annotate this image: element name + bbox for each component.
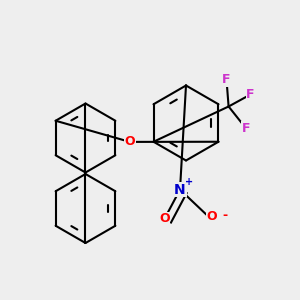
Text: N: N [174,183,186,196]
Text: F: F [242,122,250,135]
Text: F: F [246,88,255,101]
Text: F: F [222,73,231,86]
Text: O: O [159,212,170,226]
Text: +: + [185,177,193,187]
Text: -: - [222,208,228,222]
Text: O: O [124,135,135,148]
Text: O: O [206,210,217,223]
